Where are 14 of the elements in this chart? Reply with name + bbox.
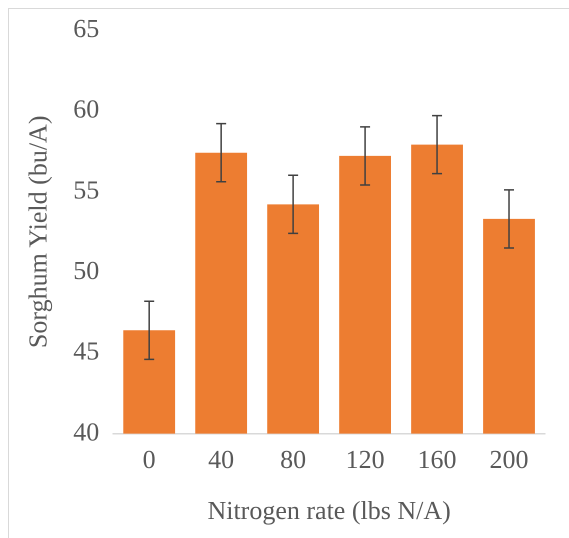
- y-tick-label: 45: [73, 336, 100, 366]
- y-tick-label: 65: [73, 14, 100, 43]
- y-tick-label: 50: [73, 256, 100, 285]
- y-tick-label: 55: [73, 175, 100, 204]
- y-tick-label: 40: [73, 417, 100, 446]
- y-tick-label: 60: [73, 94, 100, 124]
- x-axis-title: Nitrogen rate (lbs N/A): [207, 496, 451, 526]
- y-axis-title: Sorghum Yield (bu/A): [23, 116, 52, 348]
- x-tick-label: 120: [346, 445, 385, 474]
- x-tick-label: 0: [142, 445, 156, 474]
- x-tick-label: 40: [208, 445, 234, 474]
- x-tick-label: 200: [490, 445, 529, 474]
- x-tick-label: 160: [418, 445, 457, 474]
- x-tick-label: 80: [280, 445, 306, 474]
